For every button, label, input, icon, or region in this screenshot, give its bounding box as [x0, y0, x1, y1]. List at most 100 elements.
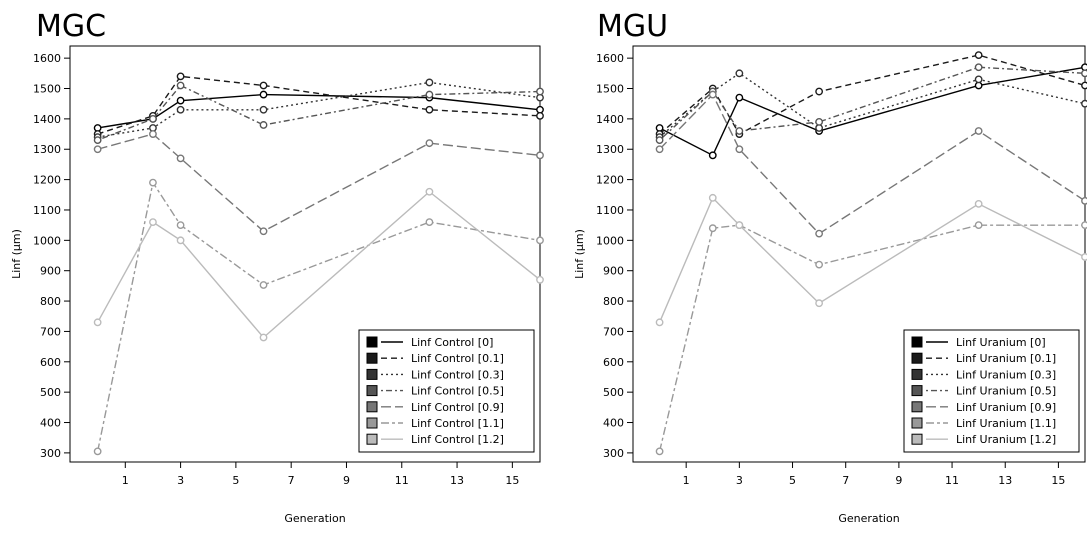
data-point	[536, 236, 544, 245]
data-point	[974, 221, 983, 230]
series-line	[659, 54, 1086, 135]
data-point	[176, 154, 185, 163]
data-point	[1081, 221, 1087, 230]
data-point	[176, 81, 185, 90]
data-point	[735, 145, 744, 154]
legend-swatch	[366, 401, 378, 413]
x-tick-label: 11	[945, 474, 959, 487]
data-point	[536, 151, 544, 160]
data-point	[536, 87, 544, 96]
series-line	[97, 84, 541, 141]
data-point	[536, 111, 544, 120]
data-point	[425, 90, 434, 99]
data-point	[974, 51, 983, 60]
y-tick-label: 1600	[596, 52, 624, 65]
legend-entry: Linf Uranium [1.2]	[956, 433, 1056, 446]
legend-swatch	[366, 336, 378, 348]
x-tick-label: 15	[505, 474, 519, 487]
series-line	[658, 224, 1085, 452]
series-line	[659, 66, 1086, 141]
legend-swatch	[366, 385, 378, 397]
y-tick-label: 300	[603, 447, 624, 460]
data-point	[735, 69, 744, 78]
legend-swatch	[911, 368, 923, 380]
data-point	[708, 151, 717, 160]
data-point	[149, 218, 157, 227]
y-tick-label: 400	[40, 417, 61, 430]
x-tick-label: 3	[736, 474, 743, 487]
data-point	[815, 87, 824, 96]
y-axis-label: Linf (µm)	[573, 229, 586, 279]
y-tick-label: 1500	[596, 83, 624, 96]
y-axis-label: Linf (µm)	[10, 229, 23, 279]
data-point	[1081, 196, 1087, 205]
data-point	[259, 227, 268, 236]
series-line	[97, 93, 541, 129]
legend-entry: Linf Uranium [0.5]	[956, 385, 1056, 398]
legend-entry: Linf Control [0.3]	[411, 368, 504, 381]
legend-swatch	[911, 336, 923, 348]
x-tick-label: 13	[450, 474, 464, 487]
data-point	[259, 105, 268, 114]
x-tick-label: 5	[232, 474, 239, 487]
data-point	[1081, 99, 1087, 108]
y-tick-label: 1600	[33, 52, 61, 65]
x-axis-label: Generation	[838, 512, 899, 525]
series-line	[659, 66, 1086, 157]
y-tick-label: 1500	[33, 83, 61, 96]
legend-swatch	[366, 368, 378, 380]
data-point	[259, 281, 268, 289]
data-point	[425, 78, 434, 87]
data-point	[974, 127, 983, 135]
series-line	[97, 190, 541, 339]
legend-swatch	[911, 417, 923, 429]
data-point	[176, 221, 185, 230]
data-point	[425, 218, 434, 227]
data-point	[93, 447, 102, 456]
series-line	[659, 72, 1086, 138]
legend-entry: Linf Control [1.1]	[411, 417, 504, 430]
legend-entry: Linf Uranium [1.1]	[956, 417, 1056, 430]
x-tick-label: 7	[288, 474, 295, 487]
legend-entry: Linf Uranium [0]	[956, 336, 1046, 349]
y-tick-label: 1200	[596, 174, 624, 187]
y-tick-label: 1400	[596, 113, 624, 126]
data-point	[176, 105, 185, 114]
data-point	[149, 114, 157, 123]
chart-title: MGC	[36, 9, 106, 44]
legend-entry: Linf Uranium [0.1]	[956, 352, 1056, 365]
legend-swatch	[911, 401, 923, 413]
data-point	[149, 178, 157, 187]
data-point	[708, 90, 717, 99]
y-tick-label: 300	[40, 447, 61, 460]
x-tick-label: 9	[895, 474, 902, 487]
data-point	[1081, 69, 1087, 78]
legend-swatch	[911, 352, 923, 364]
data-point	[1081, 81, 1087, 90]
plot-frame	[69, 45, 541, 463]
y-tick-label: 600	[40, 356, 61, 369]
y-tick-label: 700	[603, 325, 624, 338]
y-tick-label: 1300	[33, 143, 61, 156]
data-point	[149, 130, 157, 138]
data-point	[259, 121, 268, 129]
y-tick-label: 1300	[596, 143, 624, 156]
legend-entry: Linf Uranium [0.9]	[956, 401, 1056, 414]
data-point	[425, 139, 434, 148]
legend-swatch	[366, 352, 378, 364]
data-point	[536, 275, 544, 284]
x-tick-label: 13	[998, 474, 1012, 487]
y-tick-label: 1100	[33, 204, 61, 217]
data-point	[815, 118, 824, 126]
chart-panel-mgc: MGC 300 400 500 600 700 800 900 1000 1100 1200 1300…	[10, 9, 544, 525]
y-tick-label: 500	[603, 386, 624, 399]
data-point	[974, 63, 983, 72]
data-point	[815, 299, 824, 308]
data-point	[974, 75, 983, 84]
x-tick-label: 11	[395, 474, 409, 487]
data-point	[655, 145, 664, 154]
x-tick-label: 3	[177, 474, 184, 487]
data-point	[708, 193, 717, 202]
data-point	[815, 260, 824, 269]
x-tick-label: 9	[343, 474, 350, 487]
